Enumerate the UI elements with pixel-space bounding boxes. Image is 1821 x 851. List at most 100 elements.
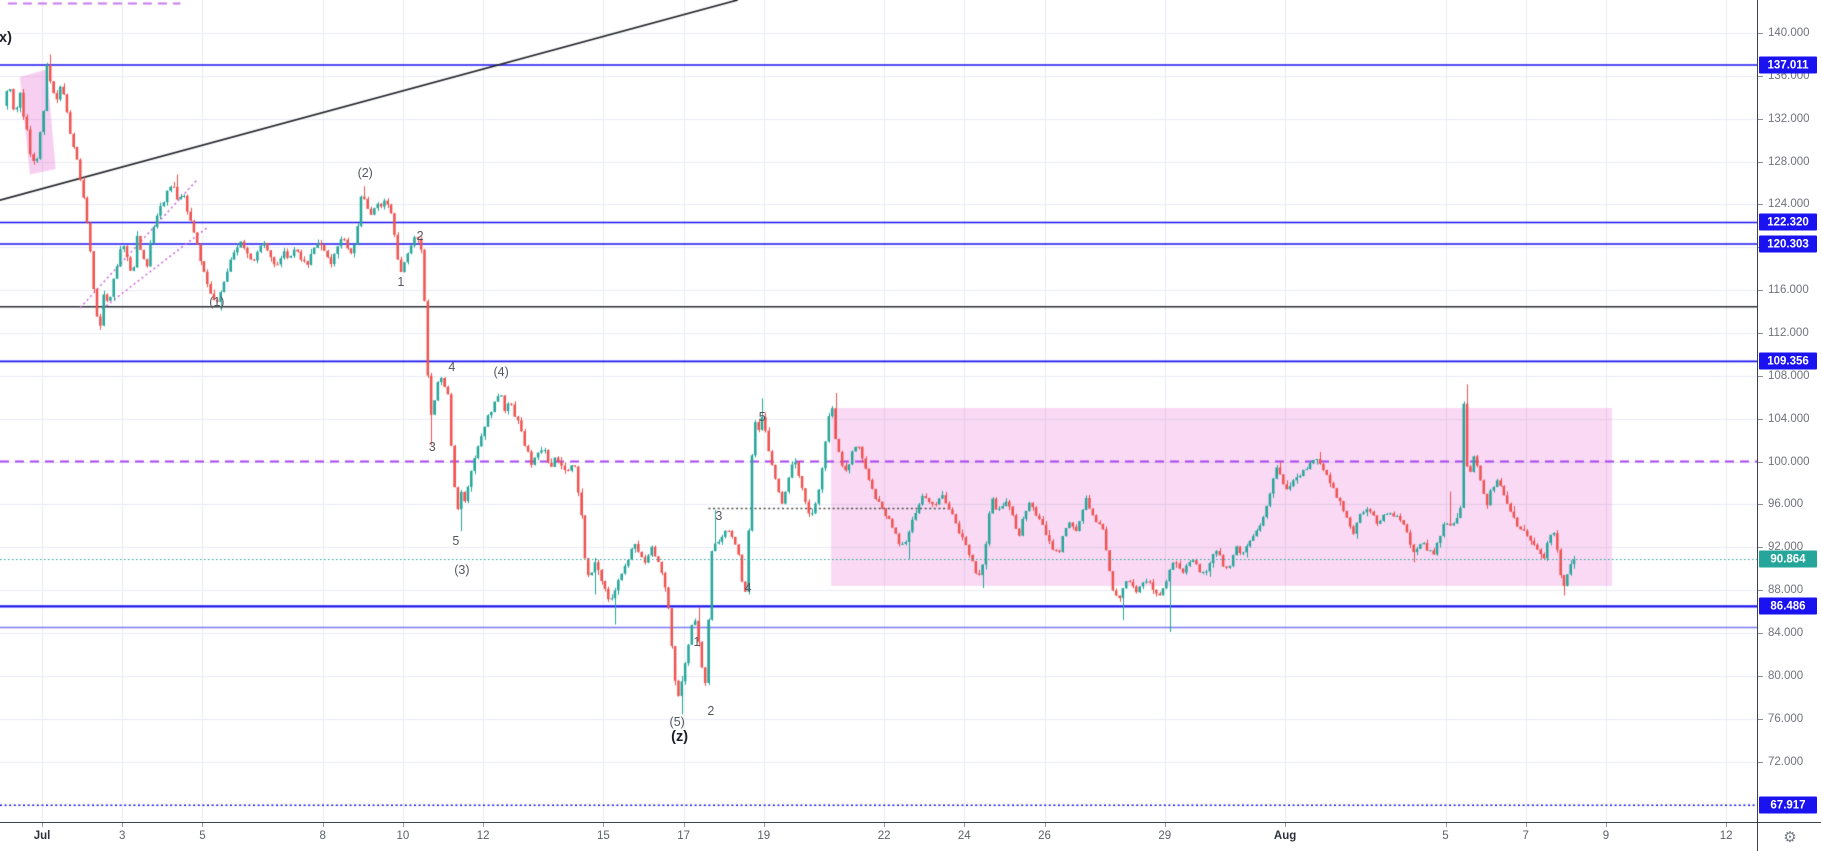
x-axis-tick-mark [1446, 823, 1447, 827]
x-axis-tick-label: 29 [1158, 830, 1172, 842]
x-axis-tick-label: 17 [677, 830, 690, 842]
x-axis-tick-label: 19 [757, 830, 771, 842]
x-axis-tick-mark [684, 823, 685, 827]
x-axis-tick-label: 12 [1719, 830, 1733, 842]
x-axis-tick-label: 5 [199, 830, 206, 842]
x-axis-tick-mark [1606, 823, 1607, 827]
price-level-badge: 122.320 [1759, 213, 1817, 231]
time-axis[interactable]: Jul 3 5 8 10 12 15 17 19 22 24 26 29 Aug 5 7 9 12 [0, 822, 1757, 851]
wave-label-4[interactable]: 4 [744, 581, 752, 596]
y-axis-tick-mark [1758, 376, 1763, 377]
x-axis-tick-mark [1285, 823, 1286, 827]
x-axis-tick-label: 24 [957, 830, 971, 842]
y-axis-tick-label: 76.000 [1768, 712, 1804, 725]
x-axis-tick-label: 5 [1442, 830, 1449, 842]
chart-pane: (x) (1) (2) 1 2 3 4 5 (3) (4) (5)(z) 1 2 3 4 5 [0, 0, 1757, 822]
x-axis-tick-mark [1526, 823, 1527, 827]
x-axis-tick-label: 10 [396, 830, 410, 842]
x-axis-tick-label: Jul [33, 830, 51, 842]
gear-icon[interactable]: ⚙ [1783, 828, 1797, 846]
y-axis-tick-label: 84.000 [1768, 627, 1804, 640]
x-axis-tick-label: 7 [1522, 830, 1529, 842]
wave-label-5[interactable]: 5 [758, 409, 766, 424]
wave-label-5[interactable]: 5 [452, 533, 460, 548]
x-axis-tick-label: Aug [1273, 830, 1297, 842]
price-chart-canvas[interactable] [0, 0, 1757, 822]
x-axis-tick-mark [202, 823, 203, 827]
x-axis-tick-label: 8 [319, 830, 326, 842]
axis-corner: ⚙ [1757, 822, 1821, 851]
y-axis-tick-label: 88.000 [1768, 584, 1804, 597]
y-axis-tick-mark [1758, 547, 1763, 548]
price-level-badge: 120.303 [1759, 235, 1817, 253]
wave-label-2[interactable]: 2 [416, 228, 424, 243]
y-axis-tick-mark [1758, 76, 1763, 77]
y-axis-tick-mark [1758, 762, 1763, 763]
x-axis-tick-mark [603, 823, 604, 827]
x-axis-tick-label: 9 [1602, 830, 1610, 842]
x-axis-tick-mark [1045, 823, 1046, 827]
y-axis-tick-label: 108.000 [1768, 369, 1810, 382]
y-axis-tick-mark [1758, 290, 1763, 291]
y-axis-tick-mark [1758, 676, 1763, 677]
x-axis-tick-mark [122, 823, 123, 827]
x-axis-tick-mark [323, 823, 324, 827]
y-axis-tick-label: 104.000 [1768, 412, 1810, 425]
y-axis-tick-mark [1758, 162, 1763, 163]
y-axis-tick-mark [1758, 590, 1763, 591]
wave-label-1[interactable]: 1 [693, 634, 701, 649]
y-axis-tick-label: 140.000 [1768, 27, 1810, 39]
price-level-badge: 86.486 [1759, 597, 1817, 615]
y-axis-tick-label: 128.000 [1768, 155, 1810, 168]
y-axis-tick-mark [1758, 119, 1763, 120]
x-axis-tick-mark [964, 823, 965, 827]
x-axis-tick-mark [884, 823, 885, 827]
wave-label-5[interactable]: (5) [669, 714, 685, 729]
y-axis-tick-label: 112.000 [1768, 327, 1809, 340]
wave-label-1[interactable]: (1) [209, 294, 225, 309]
wave-label-3[interactable]: 3 [428, 439, 436, 454]
y-axis-tick-label: 96.000 [1768, 498, 1804, 511]
x-axis-tick-label: 3 [118, 830, 126, 842]
price-level-badge: 67.917 [1759, 796, 1817, 814]
wave-label-2[interactable]: (2) [357, 166, 373, 181]
wave-label-4[interactable]: 4 [448, 360, 456, 375]
y-axis-tick-label: 80.000 [1768, 669, 1804, 682]
x-axis-tick-mark [483, 823, 484, 827]
y-axis-tick-mark [1758, 204, 1763, 205]
x-axis-tick-mark [764, 823, 765, 827]
y-axis-tick-label: 100.000 [1768, 455, 1810, 468]
y-axis-tick-label: 92.000 [1768, 541, 1804, 554]
y-axis-tick-mark [1758, 633, 1763, 634]
y-axis-tick-label: 72.000 [1768, 755, 1804, 768]
x-axis-tick-label: 26 [1038, 830, 1051, 842]
wave-labels-layer: (x) (1) (2) 1 2 3 4 5 (3) (4) (5)(z) 1 2 3 4 5 [0, 30, 766, 745]
wave-label-x[interactable]: (x) [0, 30, 12, 47]
wave-label-1[interactable]: 1 [397, 274, 405, 289]
y-axis-tick-label: 124.000 [1768, 198, 1810, 211]
wave-label-3[interactable]: (3) [454, 562, 470, 577]
price-level-badge: 109.356 [1759, 352, 1817, 370]
price-axis[interactable]: 140.000136.000132.000128.000124.000120.0… [1757, 0, 1821, 822]
y-axis-tick-mark [1758, 719, 1763, 720]
y-axis-tick-mark [1758, 504, 1763, 505]
x-axis-tick-mark [403, 823, 404, 827]
y-axis-tick-mark [1758, 419, 1763, 420]
x-axis-tick-mark [1165, 823, 1166, 827]
y-axis-tick-mark [1758, 33, 1763, 34]
y-axis-tick-mark [1758, 333, 1763, 334]
wave-label-4[interactable]: (4) [493, 364, 509, 379]
x-axis-tick-mark [42, 823, 43, 827]
x-axis-tick-mark [1726, 823, 1727, 827]
x-axis-tick-label: 22 [877, 830, 891, 842]
x-axis-tick-label: 15 [596, 830, 610, 842]
price-level-badge: 137.011 [1759, 56, 1817, 74]
x-axis-tick-label: 12 [476, 830, 490, 842]
wave-label-2[interactable]: 2 [707, 704, 715, 719]
y-axis-tick-mark [1758, 462, 1763, 463]
wave-label-3[interactable]: 3 [715, 509, 723, 524]
y-axis-tick-label: 132.000 [1768, 112, 1810, 125]
price-level-badge: 90.864 [1759, 550, 1817, 568]
y-axis-tick-label: 116.000 [1768, 284, 1809, 297]
wave-label-z[interactable]: (z) [671, 728, 689, 745]
